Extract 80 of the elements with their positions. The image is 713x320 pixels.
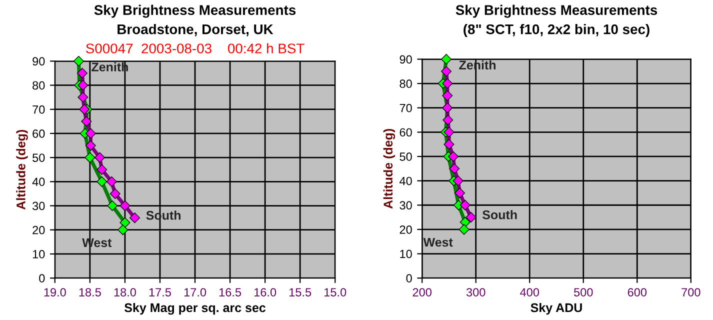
point xyxy=(130,212,140,224)
point xyxy=(441,66,452,77)
x-tick-label: 600 xyxy=(628,288,647,296)
point xyxy=(94,152,105,163)
y-tick-label: 0 xyxy=(406,274,412,282)
chart-subtitle: (8" SCT, f10, 2x2 bin, 10 sec) xyxy=(464,24,650,37)
y-tick-label: 40 xyxy=(32,178,45,186)
y-tick-label: 40 xyxy=(400,176,412,186)
point xyxy=(460,200,470,210)
chart-subtitle: Broadstone, Dorset, UK xyxy=(118,24,274,36)
x-tick-label: 15.5 xyxy=(289,288,312,296)
chart-title: Sky Brightness Measurements xyxy=(94,4,296,18)
x-tick-label: 18.0 xyxy=(114,288,136,296)
point xyxy=(442,90,453,101)
series-label: West xyxy=(423,238,453,247)
point xyxy=(73,56,84,66)
x-tick-label: 200 xyxy=(412,288,432,296)
point xyxy=(85,140,96,151)
point xyxy=(78,92,88,103)
y-tick-label: 70 xyxy=(400,104,412,112)
point xyxy=(444,139,454,150)
point xyxy=(118,224,128,236)
x-tick-label: 15.0 xyxy=(324,288,346,296)
y-tick-label: 50 xyxy=(32,154,45,162)
x-tick-label: 16.5 xyxy=(219,288,242,296)
point xyxy=(110,188,120,199)
point xyxy=(466,212,476,223)
text: S00047 2003-08-03 00:42 h BST xyxy=(86,43,304,54)
point xyxy=(454,188,465,198)
y-tick-label: 80 xyxy=(400,80,412,88)
point xyxy=(78,80,88,90)
chart-title: Sky Brightness Measurements xyxy=(456,4,658,18)
x-tick-label: 17.0 xyxy=(184,288,206,296)
point xyxy=(442,78,453,89)
y-tick-label: 90 xyxy=(400,55,412,64)
point xyxy=(458,224,470,235)
point xyxy=(120,200,130,212)
point xyxy=(441,54,452,64)
point xyxy=(85,128,96,139)
x-tick-label: 17.5 xyxy=(149,288,171,296)
point xyxy=(76,68,88,78)
point xyxy=(81,116,92,127)
y-tick-label: 10 xyxy=(32,250,45,258)
x-axis-title: Sky Mag per sq. arc sec xyxy=(124,302,266,315)
y-tick-label: 70 xyxy=(32,105,45,114)
y-tick-label: 10 xyxy=(400,250,412,258)
x-tick-label: 300 xyxy=(466,288,486,296)
x-tick-label: 16.0 xyxy=(254,288,276,296)
y-tick-label: 30 xyxy=(400,201,412,210)
x-axis-title: Sky ADU xyxy=(530,302,582,315)
point xyxy=(84,152,96,163)
point xyxy=(96,164,108,175)
y-tick-label: 60 xyxy=(32,129,45,138)
point xyxy=(449,163,460,174)
y-tick-label: 20 xyxy=(400,225,412,234)
point xyxy=(448,151,459,162)
point xyxy=(452,176,464,186)
point xyxy=(96,176,108,187)
y-tick-label: 20 xyxy=(32,226,45,234)
point xyxy=(442,114,454,126)
y-axis-title: Altitude (deg) xyxy=(383,128,396,209)
point xyxy=(79,104,90,115)
y-tick-label: 0 xyxy=(39,274,45,282)
x-tick-label: 400 xyxy=(520,288,540,296)
point xyxy=(460,216,470,228)
x-tick-label: 19.0 xyxy=(44,288,66,296)
x-tick-label: 500 xyxy=(574,288,593,296)
x-tick-label: 700 xyxy=(682,288,700,296)
point xyxy=(107,200,118,212)
y-tick-label: 60 xyxy=(400,128,412,137)
y-tick-label: 50 xyxy=(400,152,412,161)
y-axis-title: Altitude (deg) xyxy=(16,130,28,210)
series-label: South xyxy=(482,210,517,220)
point xyxy=(120,217,130,228)
y-tick-label: 30 xyxy=(32,202,45,210)
y-tick-label: 90 xyxy=(32,57,45,66)
x-tick-label: 18.5 xyxy=(79,288,101,296)
point xyxy=(106,176,117,187)
y-tick-label: 80 xyxy=(32,81,45,90)
point xyxy=(444,126,454,138)
